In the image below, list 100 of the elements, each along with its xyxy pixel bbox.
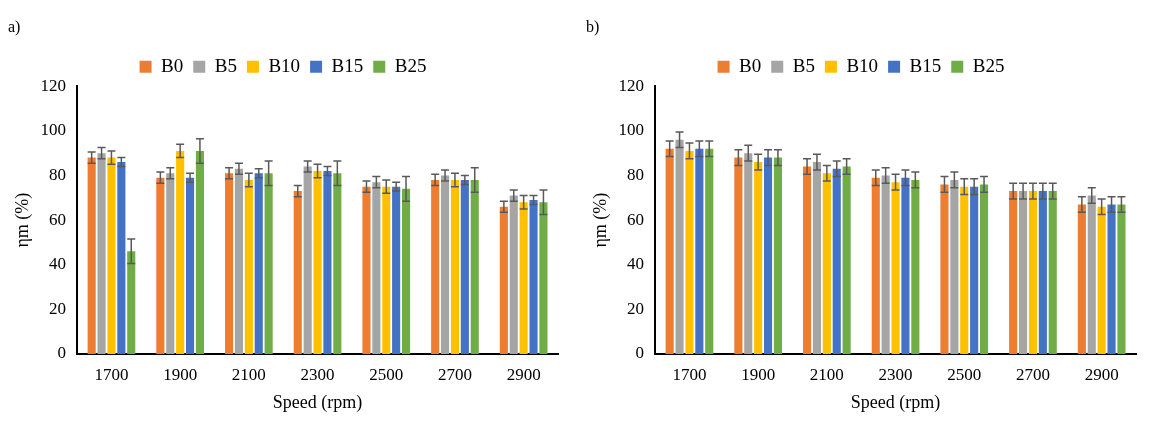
bar: [107, 157, 116, 354]
bar: [1107, 204, 1116, 354]
x-tick-label: 2500: [369, 364, 404, 384]
bar: [127, 251, 136, 354]
bar: [950, 179, 959, 354]
bar: [303, 166, 312, 354]
bar: [225, 173, 234, 354]
y-tick-label: 40: [49, 254, 67, 274]
y-tick-label: 100: [618, 120, 645, 140]
bar: [499, 206, 508, 354]
bar: [323, 171, 332, 354]
bar: [195, 150, 204, 354]
y-axis-title: ηm (%): [589, 192, 611, 248]
legend-label: B5: [792, 54, 815, 76]
bar: [842, 166, 851, 354]
bar: [382, 186, 391, 354]
legend-label: B5: [214, 54, 237, 76]
bar: [822, 173, 831, 354]
x-axis-title: Speed (rpm): [272, 391, 363, 413]
legend-label: B25: [972, 54, 1005, 76]
y-tick-label: 120: [618, 75, 645, 95]
bar: [940, 184, 949, 354]
y-tick-label: 0: [635, 343, 645, 363]
bar: [960, 186, 969, 354]
bar: [1117, 204, 1126, 354]
legend-label: B25: [394, 54, 427, 76]
x-tick-label: 2700: [1015, 364, 1050, 384]
y-tick-label: 80: [627, 164, 645, 184]
x-tick-label: 2900: [506, 364, 541, 384]
bar: [264, 173, 273, 354]
bar: [695, 148, 704, 354]
bar: [1077, 204, 1086, 354]
legend-label: B15: [331, 54, 364, 76]
bar: [362, 186, 371, 354]
bar: [911, 179, 920, 354]
bar: [117, 162, 126, 354]
bar: [450, 179, 460, 354]
bar: [754, 162, 763, 354]
bar: [685, 150, 694, 354]
bar: [166, 173, 175, 354]
bar: [244, 179, 253, 354]
legend-label: B0: [739, 54, 762, 76]
y-tick-label: 60: [49, 209, 67, 229]
bar: [1038, 191, 1047, 354]
bar: [891, 182, 900, 354]
x-tick-label: 1700: [672, 364, 707, 384]
bar: [1019, 191, 1028, 354]
legend-label: B10: [846, 54, 879, 76]
bar: [1009, 191, 1018, 354]
bar: [460, 179, 469, 354]
y-tick-label: 120: [40, 75, 67, 95]
chart-title: b): [586, 17, 600, 36]
bar: [705, 148, 714, 354]
bar: [803, 166, 812, 354]
bar: [97, 153, 106, 354]
bar: [293, 191, 302, 354]
x-tick-label: 1700: [94, 364, 129, 384]
y-tick-label: 80: [49, 164, 67, 184]
bar: [1097, 206, 1106, 354]
legend-label: B15: [909, 54, 942, 76]
x-tick-label: 1900: [163, 364, 198, 384]
x-axis-title: Speed (rpm): [850, 391, 941, 413]
y-tick-label: 100: [40, 120, 67, 140]
bar: [871, 177, 880, 354]
bar: [176, 150, 185, 354]
bar: [441, 175, 450, 354]
bar: [675, 139, 684, 354]
bar: [392, 186, 401, 354]
x-tick-label: 2700: [437, 364, 472, 384]
bar: [519, 202, 528, 354]
bar: [832, 168, 841, 354]
bar: [234, 168, 244, 354]
x-tick-label: 2100: [809, 364, 844, 384]
bar: [372, 182, 381, 354]
bar: [901, 177, 910, 354]
x-tick-label: 2900: [1084, 364, 1119, 384]
bar: [1048, 191, 1057, 354]
y-tick-label: 0: [57, 343, 67, 363]
bar: [539, 202, 548, 354]
bar: [156, 177, 165, 354]
legend-label: B0: [161, 54, 184, 76]
bar: [401, 188, 411, 354]
y-tick-label: 40: [627, 254, 645, 274]
bar: [333, 173, 342, 354]
bar: [979, 184, 989, 354]
x-tick-label: 2300: [300, 364, 335, 384]
bar: [970, 186, 979, 354]
bar: [431, 179, 440, 354]
bar: [734, 157, 743, 354]
bar: [744, 153, 753, 354]
bar: [185, 177, 195, 354]
bar: [313, 171, 322, 354]
bar: [1028, 191, 1038, 354]
legend-label: B10: [268, 54, 301, 76]
y-tick-label: 60: [627, 209, 645, 229]
bar: [470, 179, 479, 354]
bar: [87, 157, 96, 354]
bar: [773, 157, 782, 354]
x-tick-label: 2100: [231, 364, 266, 384]
y-tick-label: 20: [49, 298, 67, 318]
